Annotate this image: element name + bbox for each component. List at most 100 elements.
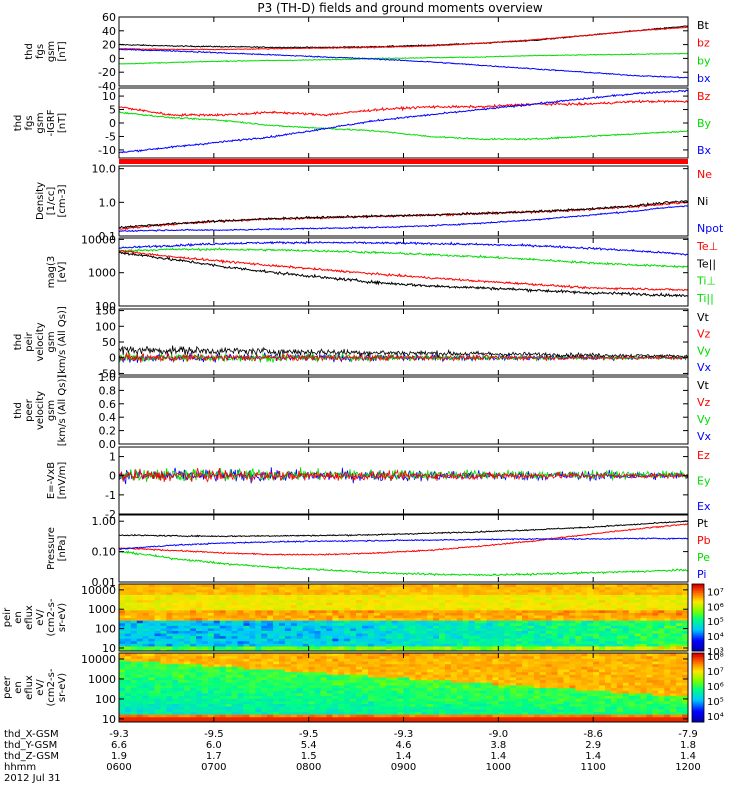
spec-cell: [522, 638, 529, 642]
spec-cell: [397, 684, 405, 689]
spec-cell: [320, 584, 328, 588]
spec-cell: [462, 692, 470, 697]
spec-cell: [587, 687, 594, 691]
spec-cell: [184, 620, 191, 624]
spec-cell: [569, 687, 576, 691]
spec-cell: [433, 625, 440, 629]
spec-cell: [610, 602, 618, 606]
spec-cell: [676, 586, 683, 590]
spec-cell: [201, 594, 209, 598]
spec-cell: [160, 589, 168, 593]
spec-cell: [599, 632, 606, 637]
spec-cell: [492, 666, 499, 670]
spec-cell: [427, 622, 434, 626]
spec-cell: [314, 645, 322, 650]
spec-cell: [439, 666, 446, 670]
spec-cell: [676, 596, 683, 601]
spec-cell: [539, 591, 547, 595]
spec-cell: [456, 711, 464, 715]
spec-cell: [207, 682, 215, 686]
spec-cell: [462, 690, 470, 694]
spec-cell: [284, 700, 292, 705]
spec-cell: [533, 684, 541, 689]
spec-cell: [178, 627, 185, 631]
spec-cell: [225, 625, 233, 629]
spec-cell: [172, 668, 179, 673]
spec-cell: [468, 716, 476, 720]
spec-cell: [664, 602, 671, 606]
spec-cell: [219, 627, 227, 631]
spec-cell: [166, 676, 173, 681]
spec-cell: [367, 622, 375, 626]
spec-cell: [338, 596, 345, 601]
spec-cell: [231, 653, 239, 657]
spec-cell: [563, 596, 571, 601]
spec-cell: [415, 679, 422, 683]
spec-cell: [255, 599, 262, 603]
spec-cell: [172, 630, 179, 634]
spec-cell: [409, 666, 416, 670]
spec-cell: [255, 660, 262, 665]
spec-cell: [267, 706, 274, 710]
spec-cell: [379, 632, 387, 637]
spec-cell: [510, 622, 517, 626]
y-tick-label: 40: [102, 25, 116, 38]
spec-cell: [498, 614, 505, 619]
spec-cell: [433, 684, 440, 689]
spec-cell: [551, 658, 559, 662]
spec-cell: [474, 687, 482, 691]
spec-cell: [243, 604, 250, 608]
spec-cell: [504, 589, 511, 593]
spec-cell: [462, 614, 470, 619]
spec-cell: [599, 599, 606, 603]
spec-cell: [403, 594, 411, 598]
spec-cell: [196, 692, 203, 697]
spec-cell: [427, 684, 434, 689]
spec-cell: [326, 653, 333, 657]
spec-cell: [213, 711, 221, 715]
spec-cell: [178, 596, 185, 601]
spec-cell: [148, 660, 156, 665]
spec-cell: [373, 708, 381, 712]
spec-cell: [124, 609, 132, 613]
spec-cell: [427, 584, 434, 588]
spec-cell: [433, 614, 440, 619]
spec-cell: [439, 625, 446, 629]
spec-cell: [456, 703, 464, 707]
spec-cell: [385, 682, 393, 686]
spec-cell: [148, 612, 156, 616]
spec-cell: [628, 584, 636, 588]
spec-cell: [622, 620, 630, 624]
spec-cell: [545, 584, 553, 588]
spec-cell: [124, 690, 132, 694]
spec-cell: [480, 589, 488, 593]
spec-cell: [504, 711, 511, 715]
spec-cell: [302, 716, 310, 720]
spec-cell: [296, 620, 304, 624]
legend-entry: Pi: [697, 568, 706, 581]
spec-cell: [284, 635, 292, 639]
plot-area: [119, 25, 688, 79]
spec-cell: [658, 643, 665, 647]
spec-cell: [225, 695, 233, 699]
y-tick-label: 1000: [88, 603, 116, 616]
spec-cell: [486, 719, 494, 722]
spec-cell: [622, 607, 630, 611]
spec-cell: [587, 684, 594, 689]
spec-cell: [522, 599, 529, 603]
spec-cell: [344, 648, 351, 651]
spec-cell: [498, 695, 505, 699]
spec-cell: [302, 655, 310, 659]
spec-cell: [545, 653, 553, 657]
spec-cell: [444, 612, 452, 616]
spec-cell: [190, 679, 197, 683]
spec-cell: [148, 632, 156, 637]
spec-cell: [124, 679, 132, 683]
spec-cell: [575, 714, 582, 718]
spec-cell: [219, 653, 227, 657]
spec-cell: [344, 604, 351, 608]
spec-cell: [527, 596, 535, 601]
spec-cell: [362, 645, 369, 650]
spec-cell: [557, 589, 565, 593]
spec-cell: [581, 604, 588, 608]
